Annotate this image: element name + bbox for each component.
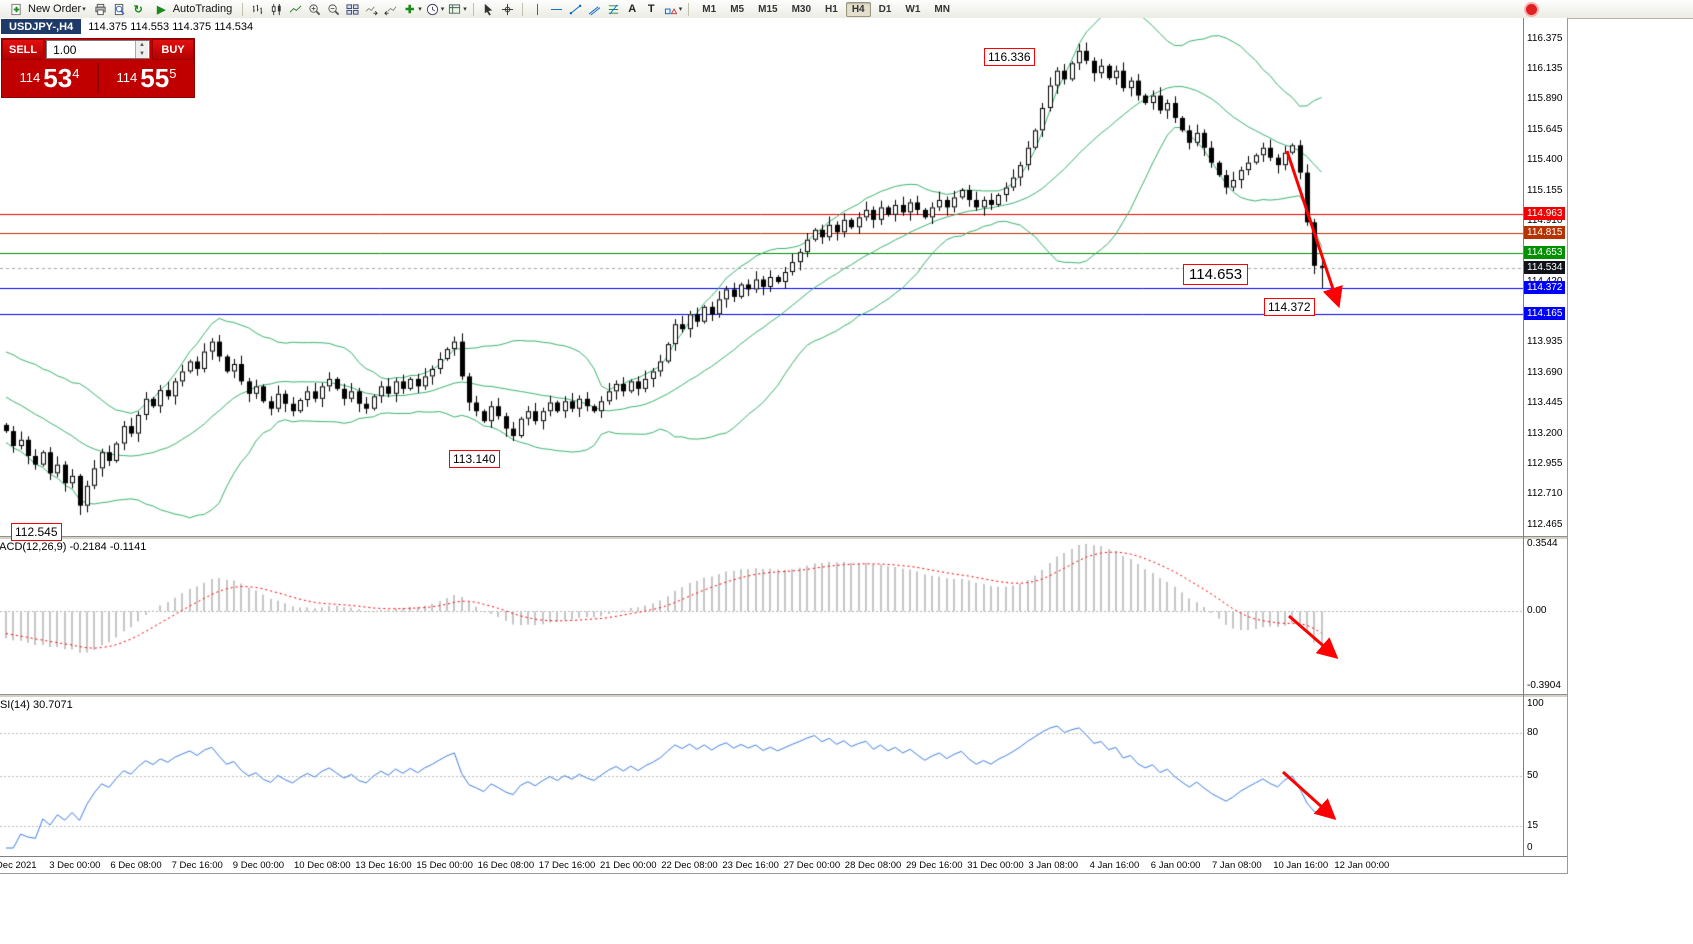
add-indicator-icon[interactable]: ✚ bbox=[405, 3, 415, 16]
price-annotation[interactable]: 114.372 bbox=[1264, 298, 1315, 316]
one-click-prices-row: 114 53 4 114 55 5 bbox=[2, 60, 194, 95]
rsi-panel-canvas[interactable] bbox=[0, 696, 1523, 856]
price-divider bbox=[97, 62, 99, 93]
bar-chart-icon[interactable] bbox=[249, 2, 266, 17]
alert-status-icon[interactable] bbox=[1524, 1, 1539, 17]
price-axis[interactable] bbox=[1523, 18, 1567, 856]
autotrading-button[interactable]: ▶ AutoTrading bbox=[149, 1, 237, 17]
toolbar-separator bbox=[242, 2, 244, 16]
cursor-icon[interactable] bbox=[480, 2, 497, 17]
refresh-icon[interactable]: ↻ bbox=[133, 3, 143, 16]
sell-button[interactable]: SELL bbox=[2, 39, 45, 60]
price-annotation[interactable]: 113.140 bbox=[449, 450, 500, 468]
shapes-tool-icon[interactable] bbox=[662, 2, 679, 17]
timeframe-button-H1[interactable]: H1 bbox=[825, 4, 838, 15]
timeframe-button-M5[interactable]: M5 bbox=[730, 4, 745, 15]
autotrading-play-icon: ▶ bbox=[156, 3, 166, 16]
chart-ohlc-values: 114.375 114.553 114.375 114.534 bbox=[81, 20, 254, 33]
ask-price-point: 5 bbox=[169, 65, 177, 81]
toolbar-separator bbox=[688, 2, 690, 16]
ask-price-integer: 114 bbox=[116, 69, 138, 85]
macd-panel-canvas[interactable] bbox=[0, 538, 1523, 694]
autotrading-label: AutoTrading bbox=[172, 3, 233, 15]
bid-price[interactable]: 114 53 4 bbox=[2, 63, 97, 93]
vertical-line-tool-icon[interactable] bbox=[529, 2, 546, 17]
zoom-in-icon[interactable] bbox=[306, 2, 323, 17]
periods-clock-icon[interactable] bbox=[424, 2, 441, 17]
new-order-button[interactable]: New Order ▾ bbox=[4, 1, 90, 17]
price-chart-canvas[interactable] bbox=[0, 18, 1523, 536]
rsi-indicator-label: RSI(14) 30.7071 bbox=[0, 699, 73, 711]
toolbar-separator bbox=[472, 2, 474, 16]
bid-price-point: 4 bbox=[72, 65, 80, 81]
price-annotation[interactable]: 116.336 bbox=[984, 48, 1035, 66]
new-order-label: New Order bbox=[28, 3, 82, 15]
timeframe-button-MN[interactable]: MN bbox=[934, 4, 950, 15]
volume-decrease-button[interactable]: ▼ bbox=[136, 49, 148, 58]
toolbar: New Order ▾ ↻ ▶ AutoTrading bbox=[0, 0, 1693, 19]
timeframe-button-M30[interactable]: M30 bbox=[791, 4, 812, 15]
time-axis-divider bbox=[0, 856, 1567, 857]
bid-price-integer: 114 bbox=[19, 69, 41, 85]
price-annotation[interactable]: 112.545 bbox=[11, 523, 62, 541]
bid-price-pips: 53 bbox=[43, 62, 73, 93]
one-click-trading-panel: SELL 1.00 ▲ ▼ BUY 114 53 4 114 55 5 bbox=[1, 38, 195, 98]
timeframe-button-W1[interactable]: W1 bbox=[905, 4, 921, 15]
chart-shift-icon[interactable] bbox=[382, 2, 399, 17]
timeframe-toolbar: M1 M5 M15 M30 H1 H4 D1 W1 MN bbox=[695, 2, 957, 17]
volume-increase-button[interactable]: ▲ bbox=[136, 41, 148, 50]
timeframe-button-D1[interactable]: D1 bbox=[878, 4, 892, 15]
price-axis-divider bbox=[1523, 18, 1524, 856]
auto-scroll-icon[interactable] bbox=[363, 2, 380, 17]
chart-window: USDJPY-,H4 114.375 114.553 114.375 114.5… bbox=[0, 18, 1568, 874]
print-icon[interactable] bbox=[92, 2, 109, 17]
channel-tool-icon[interactable] bbox=[586, 2, 603, 17]
candlestick-chart-icon[interactable] bbox=[268, 2, 285, 17]
rsi-panel-splitter[interactable] bbox=[0, 694, 1567, 697]
timeframe-button-M15[interactable]: M15 bbox=[758, 4, 778, 15]
volume-value: 1.00 bbox=[53, 42, 77, 57]
add-indicator-caret-icon[interactable]: ▾ bbox=[418, 6, 422, 13]
fibonacci-tool-icon[interactable] bbox=[605, 2, 622, 17]
zoom-out-icon[interactable] bbox=[325, 2, 342, 17]
shapes-caret-icon[interactable]: ▾ bbox=[678, 6, 683, 13]
horizontal-line-tool-icon[interactable] bbox=[548, 2, 565, 17]
toolbar-separator bbox=[521, 2, 523, 16]
macd-indicator-label: MACD(12,26,9) -0.2184 -0.1141 bbox=[0, 541, 147, 553]
new-order-icon bbox=[8, 2, 25, 17]
chart-title-bar: USDJPY-,H4 114.375 114.553 114.375 114.5… bbox=[1, 19, 254, 34]
periods-caret-icon[interactable]: ▾ bbox=[440, 6, 445, 13]
timeframe-button-H4[interactable]: H4 bbox=[845, 2, 871, 17]
chart-symbol-label: USDJPY-,H4 bbox=[1, 19, 82, 34]
new-order-caret-icon: ▾ bbox=[82, 6, 86, 13]
annotations-layer: 116.336 114.653 114.372 113.140 112.545 bbox=[0, 18, 1567, 873]
volume-field[interactable]: 1.00 ▲ ▼ bbox=[46, 40, 150, 59]
trendline-tool-icon[interactable] bbox=[567, 2, 584, 17]
ask-price-pips: 55 bbox=[140, 62, 170, 93]
timeframe-button-M1[interactable]: M1 bbox=[702, 4, 717, 15]
template-caret-icon[interactable]: ▾ bbox=[463, 6, 467, 13]
buy-button[interactable]: BUY bbox=[152, 39, 194, 60]
price-annotation[interactable]: 114.653 bbox=[1183, 264, 1249, 285]
print-preview-icon[interactable] bbox=[111, 2, 128, 17]
one-click-controls-row: SELL 1.00 ▲ ▼ BUY bbox=[2, 39, 194, 60]
macd-panel-splitter[interactable] bbox=[0, 536, 1567, 539]
time-axis[interactable] bbox=[0, 857, 1523, 873]
line-chart-icon[interactable] bbox=[287, 2, 304, 17]
tile-windows-icon[interactable] bbox=[344, 2, 361, 17]
text-tool-icon[interactable]: A bbox=[628, 3, 637, 15]
template-icon[interactable] bbox=[446, 2, 463, 17]
crosshair-icon[interactable] bbox=[499, 2, 516, 17]
ask-price[interactable]: 114 55 5 bbox=[99, 63, 194, 93]
text-label-tool-icon[interactable]: T bbox=[647, 3, 655, 15]
volume-spinner: ▲ ▼ bbox=[135, 41, 148, 58]
